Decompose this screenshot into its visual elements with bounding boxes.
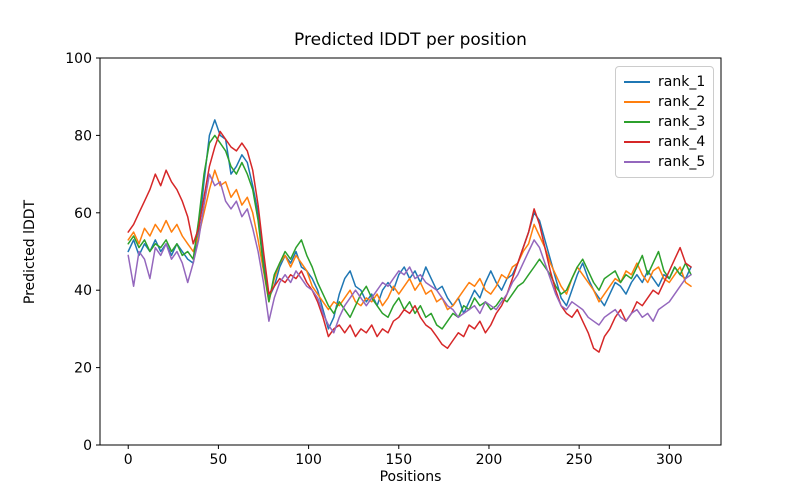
y-tick-label: 40 — [74, 283, 92, 299]
line-rank_2 — [127, 169, 692, 311]
legend-item: rank_1 — [624, 72, 705, 92]
x-tick-label: 100 — [295, 452, 322, 468]
legend-label: rank_1 — [658, 74, 706, 90]
legend-label: rank_4 — [658, 134, 706, 150]
x-tick-label: 200 — [476, 452, 503, 468]
line-rank_4 — [127, 130, 692, 353]
y-tick-label: 20 — [74, 361, 92, 377]
x-tick-label: 300 — [656, 452, 683, 468]
legend-item: rank_2 — [624, 92, 705, 112]
x-tick-label: 50 — [209, 452, 227, 468]
legend-label: rank_2 — [658, 94, 706, 110]
line-rank_5 — [127, 173, 692, 334]
line-rank_1 — [127, 119, 692, 330]
y-tick-label: 100 — [65, 51, 92, 67]
legend-item: rank_4 — [624, 132, 705, 152]
legend-item: rank_5 — [624, 152, 705, 172]
legend-label: rank_3 — [658, 114, 706, 130]
x-tick-label: 150 — [385, 452, 412, 468]
legend-line-sample-rank-1 — [624, 81, 650, 83]
axes-spines — [99, 57, 722, 446]
y-tick-label: 80 — [74, 128, 92, 144]
legend-item: rank_3 — [624, 112, 705, 132]
y-tick-label: 60 — [74, 206, 92, 222]
x-tick-label: 250 — [566, 452, 593, 468]
chart-title: Predicted lDDT per position — [294, 30, 527, 50]
legend-line-sample-rank-5 — [624, 161, 650, 163]
legend-label: rank_5 — [658, 154, 706, 170]
legend-line-sample-rank-2 — [624, 101, 650, 103]
legend-line-sample-rank-4 — [624, 141, 650, 143]
legend-line-sample-rank-3 — [624, 121, 650, 123]
legend: rank_1 rank_2 rank_3 rank_4 rank_5 — [615, 66, 714, 178]
x-axis-label: Positions — [379, 469, 442, 485]
line-rank_3 — [127, 134, 692, 330]
x-tick-label: 0 — [124, 452, 133, 468]
y-tick-label: 0 — [83, 438, 92, 454]
